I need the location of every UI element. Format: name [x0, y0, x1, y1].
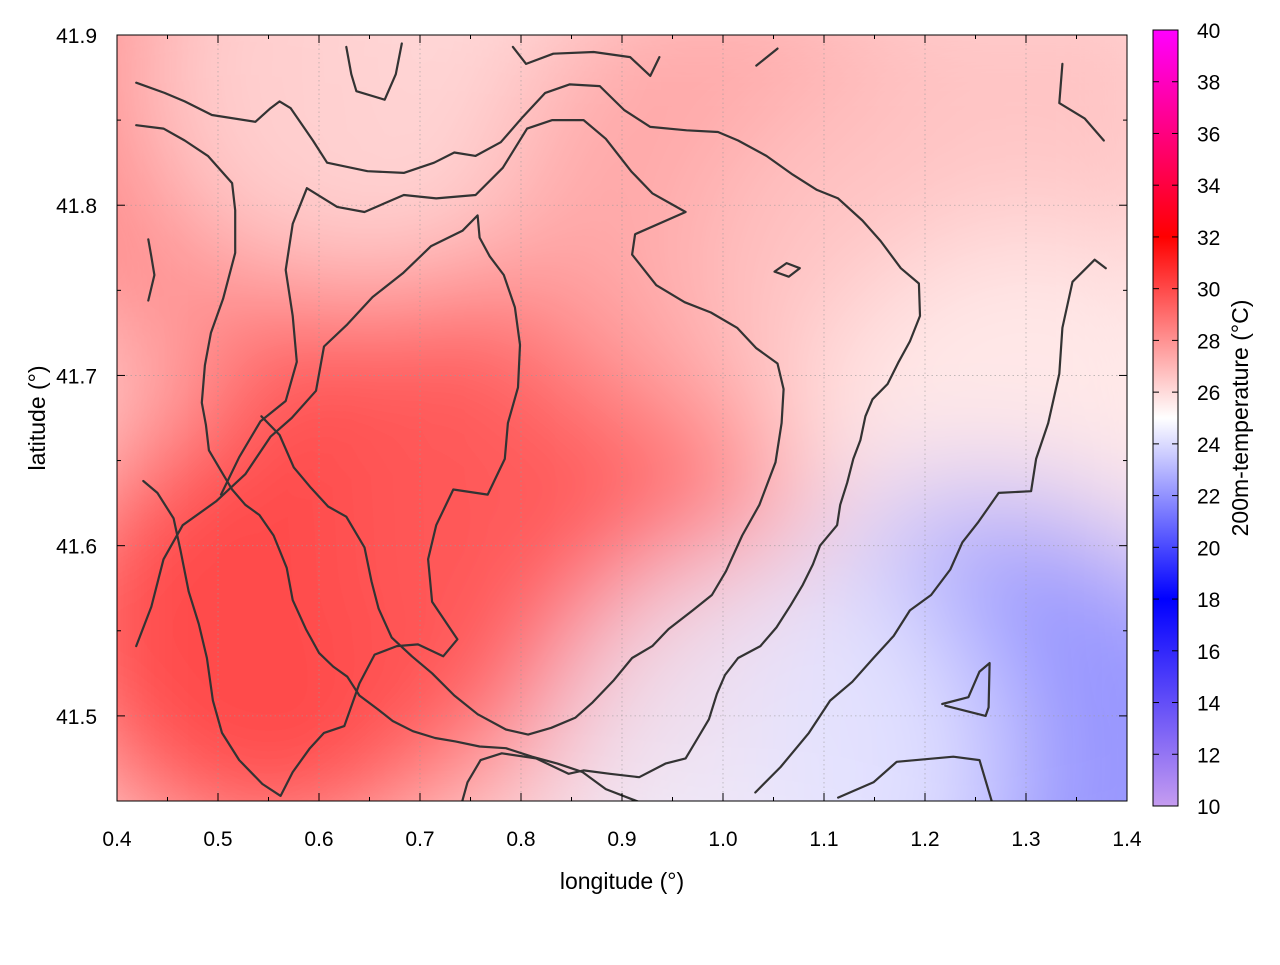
y-tick-label-4: 41.9: [56, 25, 97, 48]
contour-line-10: [511, 45, 661, 78]
contour-line-11: [755, 47, 779, 67]
contour-line-3: [219, 118, 785, 736]
contour-line-6: [941, 661, 991, 718]
colorbar-tick-label-14: 38: [1197, 72, 1220, 95]
colorbar-tick-label-10: 30: [1197, 279, 1220, 302]
colorbar-gradient: [1152, 29, 1179, 807]
x-tick-label-4: 0.8: [506, 828, 535, 851]
colorbar-tick-label-11: 32: [1197, 227, 1220, 250]
x-tick-label-9: 1.3: [1011, 828, 1040, 851]
colorbar-tick-label-7: 24: [1197, 434, 1221, 457]
contour-line-1: [135, 124, 640, 801]
colorbar: 10 12 14 16 18 20 22 24 26 28 30 32 34 36 38 40 200m-te…: [1152, 20, 1253, 819]
x-tick-label-8: 1.2: [910, 828, 939, 851]
x-axis-ticks: 0.4 0.5 0.6 0.7 0.8 0.9 1.0 1.1 1.2 1.3 1.4: [102, 35, 1142, 851]
contour-lines: [135, 42, 1107, 801]
x-axis-label: longitude (°): [560, 868, 684, 894]
colorbar-tick-label-2: 14: [1197, 693, 1221, 716]
y-tick-label-3: 41.8: [56, 195, 97, 218]
colorbar-tick-label-9: 28: [1197, 330, 1220, 353]
colorbar-tick-label-6: 22: [1197, 486, 1220, 509]
x-tick-label-5: 0.9: [607, 828, 636, 851]
contour-line-2: [147, 238, 156, 302]
colorbar-tick-label-8: 26: [1197, 382, 1220, 405]
contour-line-9: [345, 42, 403, 101]
contour-line-12: [1058, 62, 1105, 142]
contour-line-4: [135, 214, 522, 798]
colorbar-ticks: 10 12 14 16 18 20 22 24 26 28 30 32 34 36 38 40: [1153, 20, 1221, 819]
colorbar-tick-label-13: 36: [1197, 123, 1220, 146]
x-tick-label-2: 0.6: [304, 828, 333, 851]
field-sample-10: [543, 537, 1004, 801]
x-tick-label-3: 0.7: [405, 828, 434, 851]
y-axis-label: latitude (°): [24, 365, 50, 470]
colorbar-label: 200m-temperature (°C): [1227, 300, 1253, 537]
y-tick-label-0: 41.5: [56, 706, 97, 729]
x-tick-label-1: 0.5: [203, 828, 232, 851]
contour-line-0: [135, 81, 922, 801]
y-tick-label-1: 41.6: [56, 536, 97, 559]
y-axis-ticks: 41.5 41.6 41.7 41.8 41.9: [56, 25, 1127, 729]
field-sample-4: [139, 35, 600, 299]
contour-line-8: [773, 262, 801, 278]
x-tick-label-7: 1.1: [809, 828, 838, 851]
colorbar-tick-label-3: 16: [1197, 641, 1220, 664]
colorbar-tick-label-5: 20: [1197, 537, 1220, 560]
x-tick-label-10: 1.4: [1112, 828, 1142, 851]
colorbar-tick-label-0: 10: [1197, 796, 1220, 819]
contour-line-7: [836, 755, 993, 801]
colorbar-tick-label-12: 34: [1197, 175, 1221, 198]
y-tick-label-2: 41.7: [56, 365, 97, 388]
colorbar-tick-label-4: 18: [1197, 589, 1220, 612]
x-tick-label-6: 1.0: [708, 828, 737, 851]
colorbar-tick-label-1: 12: [1197, 744, 1220, 767]
colorbar-tick-label-15: 40: [1197, 20, 1220, 43]
contour-line-5: [754, 258, 1107, 794]
x-tick-label-0: 0.4: [102, 828, 132, 851]
